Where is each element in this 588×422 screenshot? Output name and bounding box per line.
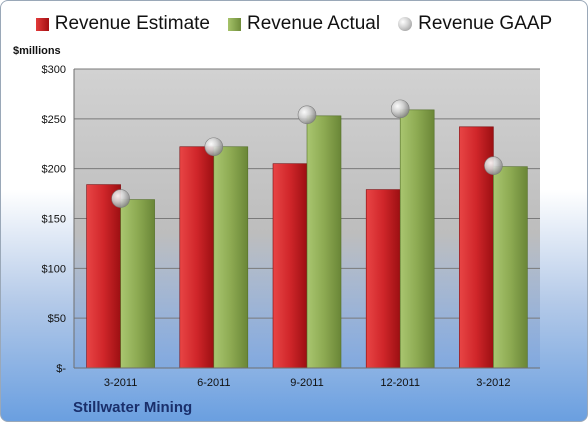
legend-item-actual: Revenue Actual xyxy=(228,13,380,35)
x-tick-label: 3-2012 xyxy=(476,377,510,389)
y-tick-label: $200 xyxy=(42,164,66,176)
legend-marker-gaap xyxy=(398,17,413,31)
chart-title: Stillwater Mining xyxy=(73,399,193,416)
bar-revenue-estimate xyxy=(86,184,121,369)
bar-revenue-estimate xyxy=(365,189,401,369)
x-tick-label: 9-2011 xyxy=(290,377,323,389)
bar-revenue-actual xyxy=(213,146,249,369)
x-tick-label: 3-2011 xyxy=(104,377,137,389)
y-tick-label: $50 xyxy=(48,313,66,325)
axes: $- $50 $100 $150 $200 $250 $300 3-2011 6-2011 9-2… xyxy=(42,64,540,389)
y-tick-label: $150 xyxy=(42,214,66,226)
gaap-markers xyxy=(111,99,503,208)
y-tick-label: $250 xyxy=(42,114,66,126)
legend-label-actual: Revenue Actual xyxy=(247,13,381,34)
bar-revenue-actual xyxy=(493,166,528,369)
x-tick-label: 6-2011 xyxy=(197,377,230,389)
bars xyxy=(86,109,528,369)
x-tick-label: 12-2011 xyxy=(380,377,420,389)
bar-revenue-estimate xyxy=(272,163,308,369)
marker-revenue-gaap xyxy=(204,137,224,157)
y-tick-label: $- xyxy=(56,363,66,375)
y-tick-label: $300 xyxy=(42,64,66,76)
legend-item-estimate: Revenue Estimate xyxy=(35,13,210,35)
legend-swatch-actual xyxy=(228,17,241,31)
marker-revenue-gaap xyxy=(297,105,317,125)
bar-revenue-actual xyxy=(399,109,435,369)
legend-item-gaap: Revenue GAAP xyxy=(398,13,552,35)
y-tick-label: $100 xyxy=(42,263,66,275)
y-axis-label: $millions xyxy=(13,45,61,57)
marker-revenue-gaap xyxy=(111,189,130,208)
bar-revenue-estimate xyxy=(179,146,215,369)
marker-revenue-gaap xyxy=(390,99,410,119)
legend: Revenue Estimate Revenue Actual Revenue … xyxy=(1,13,587,35)
legend-label-estimate: Revenue Estimate xyxy=(54,13,210,34)
marker-revenue-gaap xyxy=(484,156,503,175)
bar-revenue-actual xyxy=(120,199,155,369)
legend-swatch-estimate xyxy=(35,17,49,31)
bar-revenue-actual xyxy=(306,115,342,369)
legend-label-gaap: Revenue GAAP xyxy=(418,13,553,34)
